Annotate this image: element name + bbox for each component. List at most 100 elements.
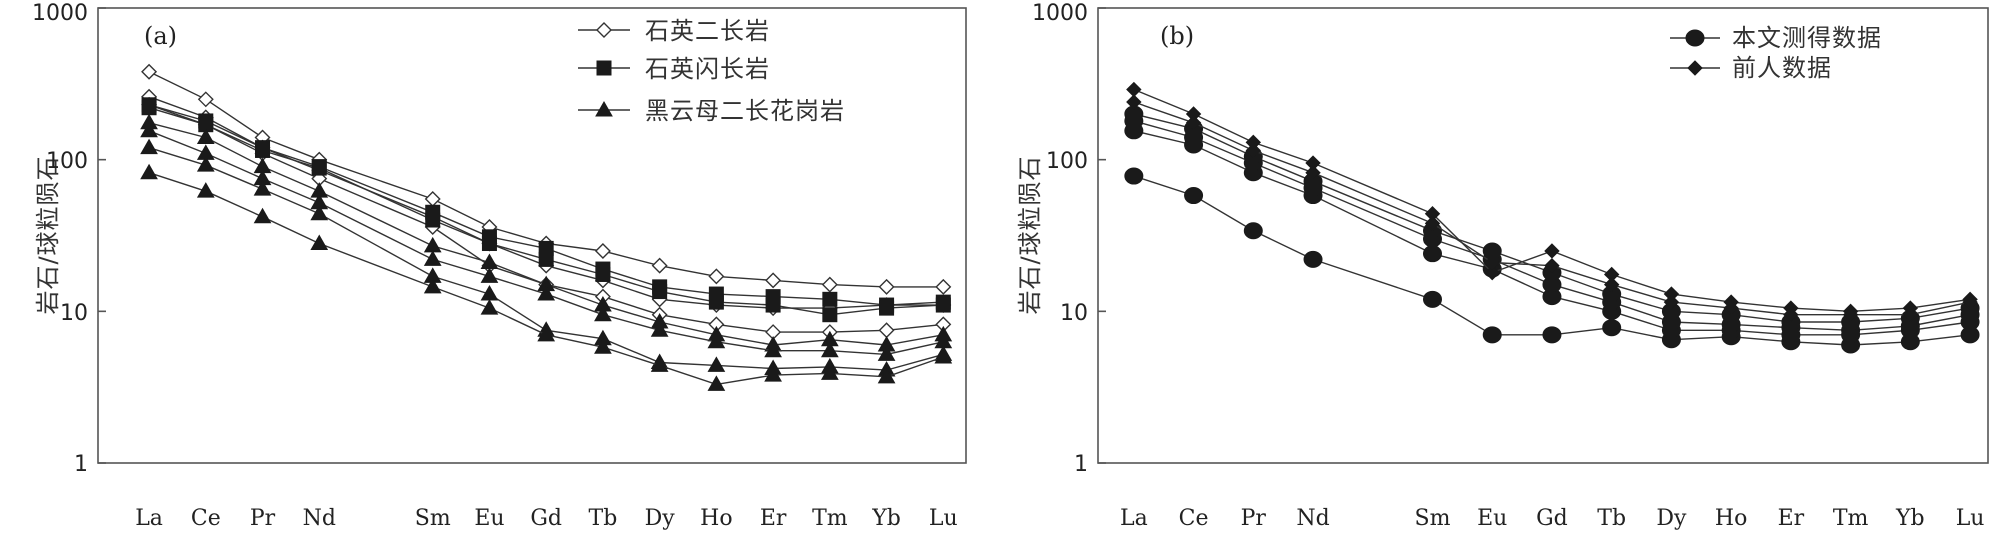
legend-marker-diamond [1687, 60, 1703, 76]
y-tick-label-1-b: 1 [1074, 452, 1088, 477]
data-point-a-s7-ho [707, 332, 726, 349]
x-tick-label-er-a: Er [760, 506, 787, 531]
x-tick-label-gd-b: Gd [1536, 506, 1568, 531]
data-point-a-s9-dy [650, 356, 669, 372]
data-point-a-s9-pr [253, 207, 272, 224]
data-point-a-s1-ho [708, 268, 725, 285]
legend-label-this-study: 本文测得数据 [1732, 24, 1882, 52]
series-line-a-9 [148, 172, 944, 386]
x-tick-label-ho-a: Ho [700, 506, 732, 531]
data-point-a-s1-lu [935, 278, 952, 295]
data-point-a-s5-dy [652, 284, 668, 300]
x-tick-label-nd-b: Nd [1296, 506, 1329, 531]
data-point-a-s7-gd [537, 285, 556, 301]
series-line-b-3 [1133, 120, 1971, 332]
x-tick-label-eu-b: Eu [1477, 506, 1507, 531]
x-tick-labels-a: La Ce Pr Nd Sm Eu Gd Tb Dy Ho Er Tm Yb Lu [135, 506, 958, 531]
data-point-a-s9-gd [537, 325, 556, 342]
data-point-a-s1-tb [594, 242, 611, 259]
series-line-a-3 [148, 104, 944, 333]
plot-frame-b [1097, 7, 1989, 464]
data-point-a-s5-gd [538, 251, 554, 267]
legend-marker-circle [1685, 29, 1705, 47]
series-group-a [140, 63, 953, 391]
data-point-a-s9-lu [934, 347, 953, 364]
series-line-b-5 [1133, 88, 1971, 313]
data-point-b-s6-dy [1663, 294, 1680, 310]
data-point-a-s5-er [765, 297, 781, 313]
y-axis-label-b: 岩石/球粒陨石 [1016, 155, 1044, 314]
y-tick-label-1-a: 1 [74, 452, 88, 477]
x-tick-label-lu-a: Lu [929, 506, 958, 531]
x-tick-label-pr-b: Pr [1241, 506, 1267, 531]
data-point-b-s1-sm [1422, 290, 1442, 308]
data-point-a-s9-yb [877, 367, 896, 384]
legend-b: 本文测得数据 前人数据 [1670, 24, 1882, 82]
y-ticks-b: 1000 100 10 1 [1032, 1, 1106, 477]
data-point-a-s7-sm [423, 250, 442, 266]
data-point-a-s1-la [141, 63, 158, 80]
data-point-b-s1-eu [1482, 326, 1502, 344]
y-ticks-a: 1000 100 10 1 [32, 1, 106, 477]
data-point-a-s1-er [765, 272, 782, 289]
x-tick-label-ce-b: Ce [1179, 506, 1209, 531]
x-tick-label-la-b: La [1120, 506, 1148, 531]
y-axis-label-a: 岩石/球粒陨石 [34, 155, 62, 314]
data-point-a-s8-la [140, 138, 158, 155]
series-line-a-6 [148, 122, 944, 346]
x-tick-label-tm-a: Tm [812, 506, 848, 531]
data-point-a-s7-er [764, 341, 782, 358]
data-point-b-s2-sm [1422, 245, 1442, 263]
legend-label-quartz-monzonite: 石英二长岩 [645, 17, 770, 45]
data-point-a-s8-pr [253, 180, 272, 196]
legend-label-biotite-monzogranite: 黑云母二长花岗岩 [645, 97, 845, 125]
data-point-b-s6-la [1126, 94, 1142, 110]
legend-marker-diamond-open [596, 22, 612, 38]
x-tick-label-nd-a: Nd [303, 506, 336, 531]
data-point-b-s6-ce [1185, 115, 1202, 131]
legend-label-previous-data: 前人数据 [1732, 54, 1832, 82]
series-line-b-6 [1133, 101, 1971, 316]
x-tick-label-la-a: La [135, 506, 163, 531]
data-point-b-s6-lu [1962, 294, 1978, 310]
data-point-a-s7-la [140, 121, 158, 138]
data-point-a-s7-tb [594, 305, 612, 322]
legend-marker-triangle [595, 100, 613, 117]
data-point-b-s1-nd [1303, 250, 1323, 268]
data-point-a-s5-tm [822, 307, 838, 323]
x-tick-label-pr-a: Pr [250, 506, 276, 531]
data-point-a-s9-sm [423, 277, 442, 294]
y-tick-label-1000-a: 1000 [32, 1, 88, 26]
data-point-a-s1-ce [197, 91, 214, 108]
x-tick-label-dy-a: Dy [645, 506, 676, 531]
data-point-a-s1-yb [878, 278, 895, 295]
data-point-b-s1-pr [1243, 222, 1263, 240]
legend-label-quartz-diorite: 石英闪长岩 [645, 55, 770, 83]
data-point-a-s8-ho [707, 356, 726, 372]
data-point-b-s6-yb [1902, 307, 1919, 323]
data-point-a-s5-sm [425, 212, 441, 228]
panel-label-a: (a) [144, 22, 177, 50]
x-tick-label-er-b: Er [1778, 506, 1805, 531]
x-tick-label-eu-a: Eu [474, 506, 504, 531]
panel-label-b: (b) [1160, 22, 1194, 50]
data-point-a-s6-ce [196, 128, 215, 145]
legend-a: 石英二长岩 石英闪长岩 黑云母二长花岗岩 [578, 17, 845, 125]
data-point-a-s9-tb [594, 338, 612, 354]
x-tick-label-dy-b: Dy [1656, 506, 1687, 531]
series-line-b-1 [1133, 175, 1971, 346]
data-point-a-s5-tb [595, 266, 611, 282]
data-point-a-s1-tm [821, 276, 838, 293]
data-point-b-s1-la [1124, 167, 1144, 185]
x-tick-label-tb-a: Tb [589, 506, 618, 531]
data-point-a-s7-dy [650, 321, 669, 337]
series-line-b-4 [1133, 113, 1971, 323]
x-tick-label-lu-b: Lu [1956, 506, 1985, 531]
data-point-a-s7-tm [820, 341, 839, 358]
y-tick-label-1000-b: 1000 [1032, 1, 1088, 26]
chart-panel-b: (b) 岩石/球粒陨石 1000 100 10 1 La Ce Pr Nd Sm Eu Gd… [1016, 1, 1989, 531]
x-tick-label-sm-b: Sm [1415, 506, 1451, 531]
data-point-a-s5-nd [311, 160, 327, 176]
data-point-b-s6-ho [1723, 300, 1739, 316]
